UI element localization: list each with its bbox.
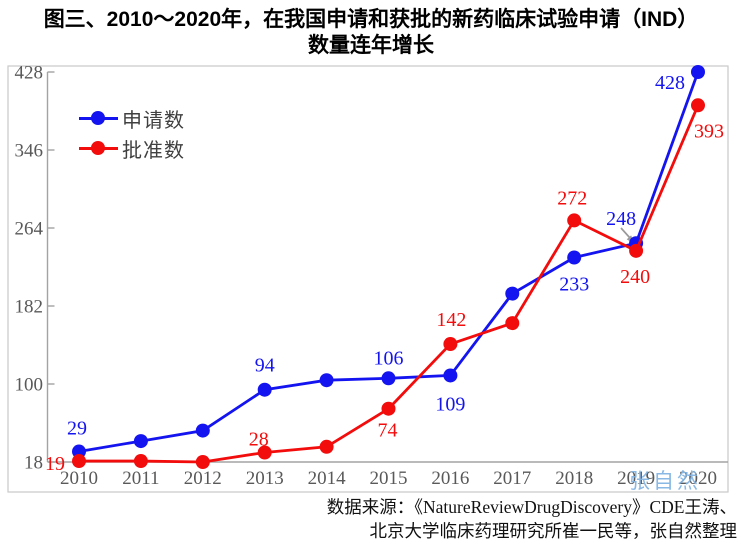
series-0-label-2018: 233 — [559, 273, 589, 295]
series-1-point-2016 — [443, 337, 458, 352]
series-0-point-2017 — [505, 286, 520, 301]
series-0-label-2013: 94 — [255, 355, 275, 377]
series-0-point-2016 — [443, 368, 458, 383]
series-1-point-2015 — [381, 401, 396, 416]
series-1-label-2010: 19 — [45, 453, 65, 475]
legend-item-approvals: 批准数 — [79, 133, 185, 163]
series-0-point-2014 — [319, 373, 334, 388]
x-tick-label: 2015 — [370, 468, 408, 489]
series-1-label-2016: 142 — [436, 309, 466, 331]
chart-title-line1: 图三、2010～2020年，在我国申请和获批的新药临床试验申请（IND） — [43, 8, 699, 31]
x-tick-label: 2010 — [60, 468, 98, 489]
x-tick-label: 2014 — [308, 468, 347, 489]
legend-label-approvals: 批准数 — [122, 139, 185, 162]
y-tick-label: 18 — [24, 453, 43, 474]
legend-line-marker-applications — [79, 111, 118, 125]
x-tick-label: 2013 — [246, 468, 284, 489]
series-0-point-2011 — [133, 434, 148, 449]
series-1-point-2019 — [629, 243, 644, 258]
y-tick-label: 346 — [15, 141, 44, 162]
series-1-point-2017 — [505, 316, 520, 331]
y-tick-label: 100 — [15, 375, 44, 396]
plot-frame — [7, 65, 729, 493]
series-1-point-2018 — [567, 213, 582, 228]
x-tick-label: 2017 — [493, 468, 531, 489]
chart-title-line2: 数量连年增长 — [308, 34, 434, 57]
chart-title: 图三、2010～2020年，在我国申请和获批的新药临床试验申请（IND） 数量连… — [0, 7, 742, 59]
x-tick-label: 2011 — [122, 468, 159, 489]
series-1-label-2015: 74 — [378, 420, 398, 442]
legend-item-applications: 申请数 — [79, 103, 185, 133]
series-0-point-2015 — [381, 371, 396, 386]
legend-line-marker-approvals — [79, 141, 118, 155]
series-1-label-2013: 28 — [249, 428, 269, 450]
legend-dot-marker-approvals — [91, 141, 105, 155]
series-1-label-2019: 240 — [620, 266, 650, 288]
series-1-point-2011 — [133, 454, 148, 469]
x-tick-label: 2020 — [679, 468, 717, 489]
y-tick-label: 264 — [15, 219, 44, 240]
legend: 申请数 批准数 — [79, 103, 185, 163]
series-1-label-2020: 393 — [694, 120, 724, 142]
series-0-point-2018 — [567, 250, 582, 265]
series-0-label-2015: 106 — [374, 347, 404, 369]
x-tick-label: 2019 — [617, 468, 655, 489]
y-tick-label: 182 — [15, 297, 44, 318]
annotation-arrow-line — [620, 227, 631, 239]
series-0-label-2019: 248 — [606, 208, 636, 230]
series-0-point-2020 — [691, 65, 705, 79]
series-0-point-2012 — [195, 423, 210, 438]
legend-dot-marker-applications — [91, 111, 105, 125]
series-0-label-2010: 29 — [67, 418, 87, 440]
series-0-point-2013 — [257, 382, 272, 397]
data-source-line1: 数据来源：《NatureReviewDrugDiscovery》CDE王涛、 — [326, 497, 737, 517]
series-0-label-2020: 428 — [655, 72, 685, 94]
data-source-line2: 北京大学临床药理研究所崔一民等，张自然整理 — [369, 520, 738, 541]
x-tick-label: 2016 — [431, 468, 469, 489]
data-source: 数据来源：《NatureReviewDrugDiscovery》CDE王涛、 北… — [177, 496, 737, 543]
series-1-point-2013 — [257, 445, 272, 460]
legend-label-applications: 申请数 — [122, 109, 185, 132]
series-0-label-2016: 109 — [435, 393, 465, 415]
x-tick-label: 2012 — [184, 468, 222, 489]
series-1-point-2014 — [319, 439, 334, 454]
x-tick-label: 2018 — [555, 468, 593, 489]
series-1-point-2010 — [72, 454, 86, 469]
watermark: 张自然 — [629, 469, 701, 493]
series-1-point-2012 — [195, 455, 210, 469]
y-tick-label: 428 — [15, 63, 44, 84]
series-1-label-2018: 272 — [557, 187, 587, 209]
series-1-point-2020 — [691, 98, 705, 113]
